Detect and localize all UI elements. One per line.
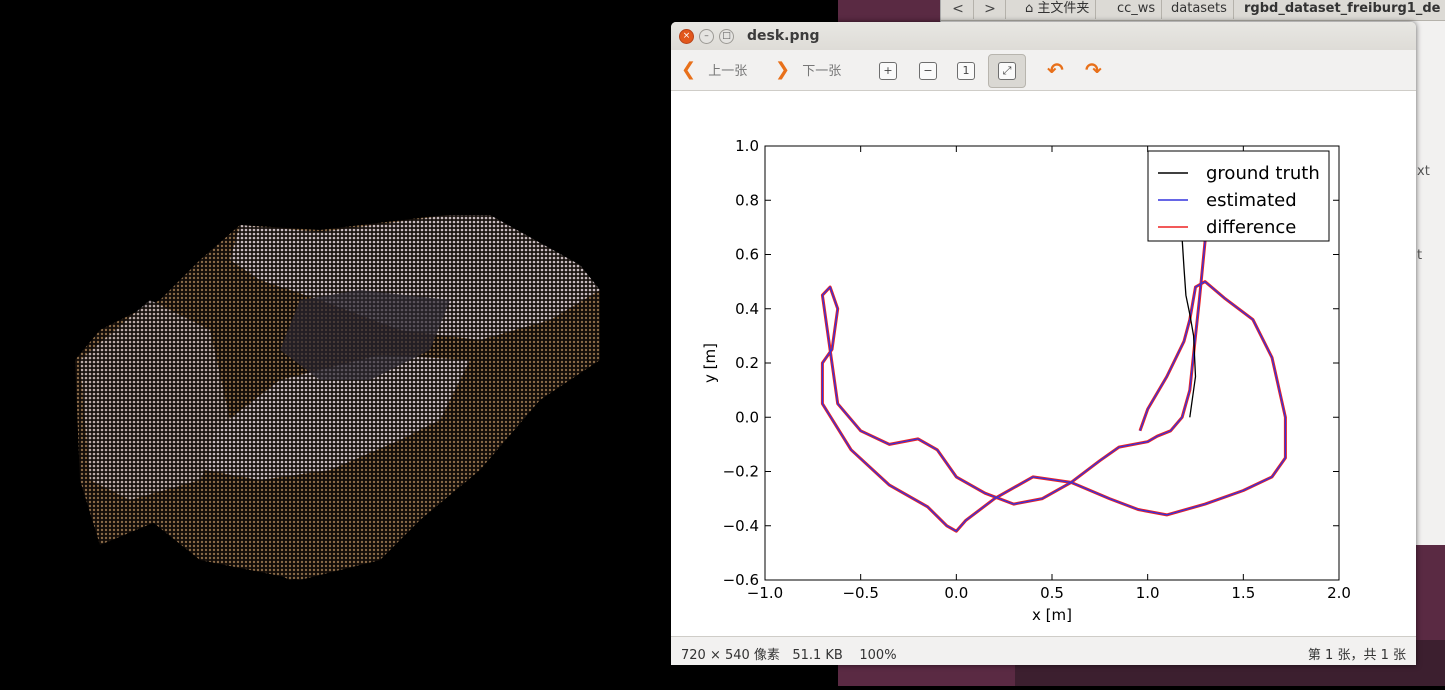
x-axis-label: x [m]	[1032, 606, 1072, 624]
zoom-in-icon: +	[883, 64, 893, 77]
x-tick-label: 0.0	[944, 584, 968, 602]
back-button[interactable]: <	[943, 0, 974, 19]
next-label: 下一张	[802, 64, 842, 79]
best-fit-button[interactable]: ⤢	[988, 54, 1026, 88]
file-label-fragment: xt	[1417, 164, 1430, 179]
trajectory-chart: −1.0 −0.5 0.0 0.5 1.0 1.5 2.0 1.0 0.8 0.6 0.4 0.2 0.…	[701, 137, 1351, 624]
legend-label: ground truth	[1206, 163, 1320, 184]
maximize-button[interactable]: □	[719, 29, 734, 44]
chevron-left-icon: <	[952, 1, 964, 17]
close-icon: ×	[682, 31, 691, 41]
chevron-left-icon: ❮	[681, 59, 697, 80]
home-icon: ⌂	[1025, 1, 1034, 16]
y-tick-label: 0.0	[735, 408, 759, 426]
image-info: 720 × 540 像素 51.1 KB 100%	[681, 644, 897, 663]
breadcrumb-current[interactable]: rgbd_dataset_freiburg1_de	[1238, 0, 1445, 19]
x-tick-label: −0.5	[842, 584, 878, 602]
normal-size-icon: 1	[962, 64, 970, 77]
fit-icon: ⤢	[998, 62, 1016, 80]
y-tick-label: 0.2	[735, 354, 759, 372]
chevron-right-icon: >	[984, 1, 996, 17]
title-bar[interactable]: × – □ desk.png	[671, 22, 1416, 50]
x-tick-label: 2.0	[1327, 584, 1351, 602]
image-position: 第 1 张，共 1 张	[1307, 648, 1406, 663]
series-ground-truth-line	[1181, 238, 1197, 418]
file-label-fragment: t	[1417, 248, 1423, 263]
x-tick-label: 1.0	[1136, 584, 1160, 602]
series-estimated-line	[821, 240, 1287, 532]
zoom-out-icon: −	[923, 64, 933, 77]
maximize-icon: □	[722, 31, 731, 41]
forward-button[interactable]: >	[975, 0, 1006, 19]
y-tick-label: 0.8	[735, 191, 759, 209]
minimize-icon: –	[704, 31, 709, 41]
image-dimensions: 720 × 540 像素	[681, 648, 780, 663]
legend-label: difference	[1206, 217, 1296, 238]
breadcrumb-datasets[interactable]: datasets	[1165, 0, 1234, 19]
image-viewer-window[interactable]: × – □ desk.png ❮ 上一张 ❯ 下一张 + − 1 ⤢ ↶ ↷ −…	[671, 22, 1416, 665]
legend-label: estimated	[1206, 190, 1297, 211]
chevron-right-icon: ❯	[775, 59, 791, 80]
y-tick-label: 0.6	[735, 246, 759, 264]
zoom-out-button[interactable]: −	[919, 62, 937, 80]
y-tick-label: −0.2	[723, 463, 759, 481]
image-canvas[interactable]: −1.0 −0.5 0.0 0.5 1.0 1.5 2.0 1.0 0.8 0.6 0.4 0.2 0.…	[671, 91, 1416, 636]
breadcrumb-home[interactable]: ⌂ 主文件夹	[1019, 0, 1097, 19]
file-size: 51.1 KB	[792, 648, 843, 663]
close-button[interactable]: ×	[679, 29, 694, 44]
x-tick-label: −1.0	[747, 584, 783, 602]
y-tick-label: 1.0	[735, 137, 759, 155]
window-title: desk.png	[747, 28, 820, 44]
file-manager-pathbar: < > ⌂ 主文件夹 cc_ws datasets rgbd_dataset_f…	[941, 0, 1445, 21]
rotate-left-icon: ↶	[1047, 58, 1064, 82]
y-tick-label: −0.4	[723, 517, 759, 535]
status-bar: 720 × 540 像素 51.1 KB 100% 第 1 张，共 1 张	[671, 636, 1416, 665]
zoom-level: 100%	[859, 648, 897, 663]
rotate-right-button[interactable]: ↷	[1085, 58, 1102, 82]
y-tick-label: 0.4	[735, 300, 759, 318]
y-axis-label: y [m]	[701, 343, 719, 383]
rotate-right-icon: ↷	[1085, 58, 1102, 82]
x-tick-label: 1.5	[1231, 584, 1255, 602]
breadcrumb-cc-ws[interactable]: cc_ws	[1111, 0, 1163, 19]
prev-image-button[interactable]: ❮ 上一张	[681, 58, 747, 82]
rotate-left-button[interactable]: ↶	[1047, 58, 1064, 82]
prev-label: 上一张	[708, 64, 748, 79]
normal-size-button[interactable]: 1	[957, 62, 975, 80]
next-image-button[interactable]: ❯ 下一张	[775, 58, 841, 82]
point-cloud-image	[75, 215, 600, 580]
viewer-toolbar: ❮ 上一张 ❯ 下一张 + − 1 ⤢ ↶ ↷	[671, 50, 1416, 91]
point-cloud-view[interactable]	[0, 0, 670, 686]
y-tick-label: −0.6	[723, 571, 759, 589]
zoom-in-button[interactable]: +	[879, 62, 897, 80]
minimize-button[interactable]: –	[699, 29, 714, 44]
x-tick-label: 0.5	[1040, 584, 1064, 602]
legend-box	[1147, 150, 1330, 242]
breadcrumb-label: 主文件夹	[1037, 1, 1090, 16]
